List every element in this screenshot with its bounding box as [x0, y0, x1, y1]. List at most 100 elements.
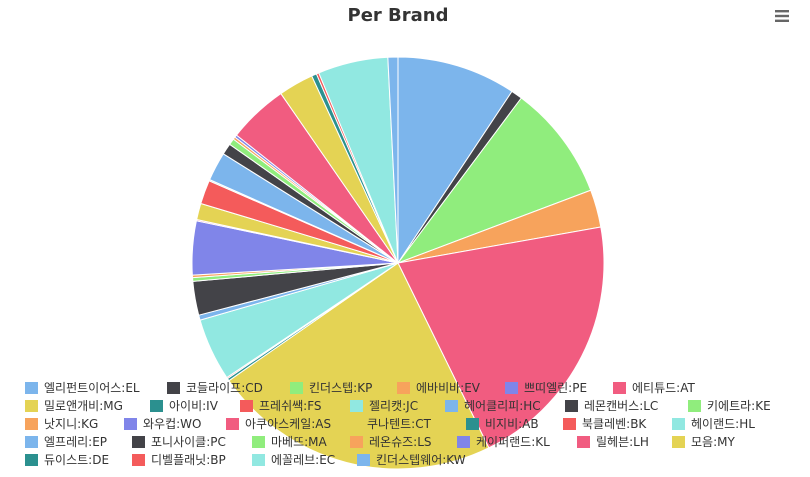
legend-label: 쿠나텐트:CT — [367, 417, 432, 431]
legend-swatch — [25, 454, 38, 466]
pie-slice-kp[interactable] — [397, 97, 592, 264]
legend-item-lh[interactable]: 릴헤븐:LH — [577, 435, 649, 449]
legend-swatch — [252, 436, 265, 448]
pie-slice-kw[interactable] — [387, 56, 399, 264]
legend-item-de[interactable]: 듀이스트:DE — [25, 453, 109, 467]
legend-item-el[interactable]: 엘리펀트이어스:EL — [25, 381, 140, 395]
legend-item-ev[interactable]: 에바비바:EV — [397, 381, 481, 395]
legend-swatch — [252, 454, 265, 466]
legend-label: 에티튜드:AT — [632, 381, 695, 395]
legend-swatch — [348, 418, 361, 430]
legend-swatch — [565, 400, 578, 412]
legend: 엘리펀트이어스:EL 코들라이프:CD 킨더스텝:KP 에바비바:EV 쁘띠엘린:PE 에… — [25, 381, 771, 467]
chart-title: Per Brand — [348, 5, 449, 26]
legend-item-kl[interactable]: 케이퍼랜드:KL — [457, 435, 550, 449]
legend-label: 엘프레리:EP — [44, 435, 107, 449]
legend-swatch — [563, 418, 576, 430]
legend-swatch — [240, 400, 253, 412]
legend-item-pc[interactable]: 포니사이클:PC — [132, 435, 226, 449]
legend-swatch — [445, 400, 458, 412]
legend-item-kg[interactable]: 낫지니:KG — [25, 417, 98, 431]
legend-label: 프레쉬쌕:FS — [259, 399, 322, 413]
legend-item-iv[interactable]: 아이비:IV — [150, 399, 219, 413]
legend-label: 레몬캔버스:LC — [584, 399, 658, 413]
legend-swatch — [167, 382, 180, 394]
legend-swatch — [132, 454, 145, 466]
legend-item-hl[interactable]: 헤이랜드:HL — [672, 417, 755, 431]
legend-item-kw[interactable]: 킨더스텝웨어:KW — [357, 453, 466, 467]
hamburger-menu-icon[interactable] — [773, 8, 791, 24]
legend-swatch — [672, 418, 685, 430]
legend-label: 와우컵:WO — [143, 417, 201, 431]
legend-swatch — [397, 382, 410, 394]
legend-item-wo[interactable]: 와우컵:WO — [124, 417, 201, 431]
legend-label: 낫지니:KG — [44, 417, 98, 431]
legend-item-as[interactable]: 아쿠아스케일:AS — [226, 417, 331, 431]
legend-label: 케이퍼랜드:KL — [476, 435, 550, 449]
legend-label: 에꼴레브:EC — [271, 453, 335, 467]
legend-label: 듀이스트:DE — [44, 453, 109, 467]
legend-item-bp[interactable]: 디벨플래닛:BP — [132, 453, 226, 467]
legend-label: 헤이랜드:HL — [691, 417, 755, 431]
legend-label: 엘리펀트이어스:EL — [44, 381, 140, 395]
legend-swatch — [25, 400, 38, 412]
legend-swatch — [132, 436, 145, 448]
legend-label: 아이비:IV — [169, 399, 219, 413]
legend-item-cd[interactable]: 코들라이프:CD — [167, 381, 263, 395]
legend-item-ep[interactable]: 엘프레리:EP — [25, 435, 107, 449]
legend-item-ec[interactable]: 에꼴레브:EC — [252, 453, 335, 467]
legend-label: 밀로앤개비:MG — [44, 399, 123, 413]
pie-slice-el[interactable] — [397, 56, 513, 264]
legend-swatch — [457, 436, 470, 448]
legend-swatch — [25, 382, 38, 394]
legend-item-hc[interactable]: 헤어클리피:HC — [445, 399, 541, 413]
legend-swatch — [226, 418, 239, 430]
legend-label: 에바비바:EV — [416, 381, 481, 395]
legend-swatch — [577, 436, 590, 448]
legend-swatch — [613, 382, 626, 394]
legend-label: 비지비:AB — [485, 417, 539, 431]
pie-slices — [191, 56, 605, 470]
legend-label: 레온슈즈:LS — [369, 435, 432, 449]
legend-swatch — [688, 400, 701, 412]
legend-label: 포니사이클:PC — [151, 435, 226, 449]
legend-item-mg[interactable]: 밀로앤개비:MG — [25, 399, 123, 413]
legend-item-ma[interactable]: 마베뜨:MA — [252, 435, 328, 449]
legend-item-ls[interactable]: 레온슈즈:LS — [350, 435, 432, 449]
legend-item-ke[interactable]: 키에트라:KE — [688, 399, 771, 413]
legend-swatch — [150, 400, 163, 412]
legend-item-lc[interactable]: 레몬캔버스:LC — [565, 399, 658, 413]
legend-label: 킨더스텝웨어:KW — [376, 453, 466, 467]
legend-item-my[interactable]: 모음:MY — [672, 435, 735, 449]
legend-swatch — [350, 436, 363, 448]
legend-swatch — [124, 418, 137, 430]
legend-label: 헤어클리피:HC — [464, 399, 541, 413]
legend-label: 키에트라:KE — [707, 399, 771, 413]
legend-label: 쁘띠엘린:PE — [524, 381, 587, 395]
legend-label: 킨더스텝:KP — [309, 381, 372, 395]
legend-item-ct[interactable]: 쿠나텐트:CT — [348, 417, 432, 431]
legend-swatch — [350, 400, 363, 412]
legend-label: 마베뜨:MA — [271, 435, 328, 449]
legend-item-fs[interactable]: 프레쉬쌕:FS — [240, 399, 322, 413]
legend-label: 릴헤븐:LH — [596, 435, 649, 449]
legend-label: 코들라이프:CD — [186, 381, 263, 395]
legend-item-bk[interactable]: 북클레벤:BK — [563, 417, 647, 431]
legend-swatch — [505, 382, 518, 394]
legend-swatch — [672, 436, 685, 448]
legend-label: 모음:MY — [691, 435, 735, 449]
legend-swatch — [357, 454, 370, 466]
legend-item-jc[interactable]: 젤리캣:JC — [350, 399, 418, 413]
legend-item-pe[interactable]: 쁘띠엘린:PE — [505, 381, 587, 395]
legend-label: 젤리캣:JC — [369, 399, 418, 413]
legend-label: 북클레벤:BK — [582, 417, 647, 431]
legend-item-at[interactable]: 에티튜드:AT — [613, 381, 695, 395]
legend-item-kp[interactable]: 킨더스텝:KP — [290, 381, 372, 395]
legend-swatch — [25, 436, 38, 448]
legend-item-ab[interactable]: 비지비:AB — [466, 417, 539, 431]
legend-swatch — [290, 382, 303, 394]
legend-label: 디벨플래닛:BP — [151, 453, 226, 467]
legend-swatch — [466, 418, 479, 430]
pie-slice-at[interactable] — [397, 226, 605, 449]
